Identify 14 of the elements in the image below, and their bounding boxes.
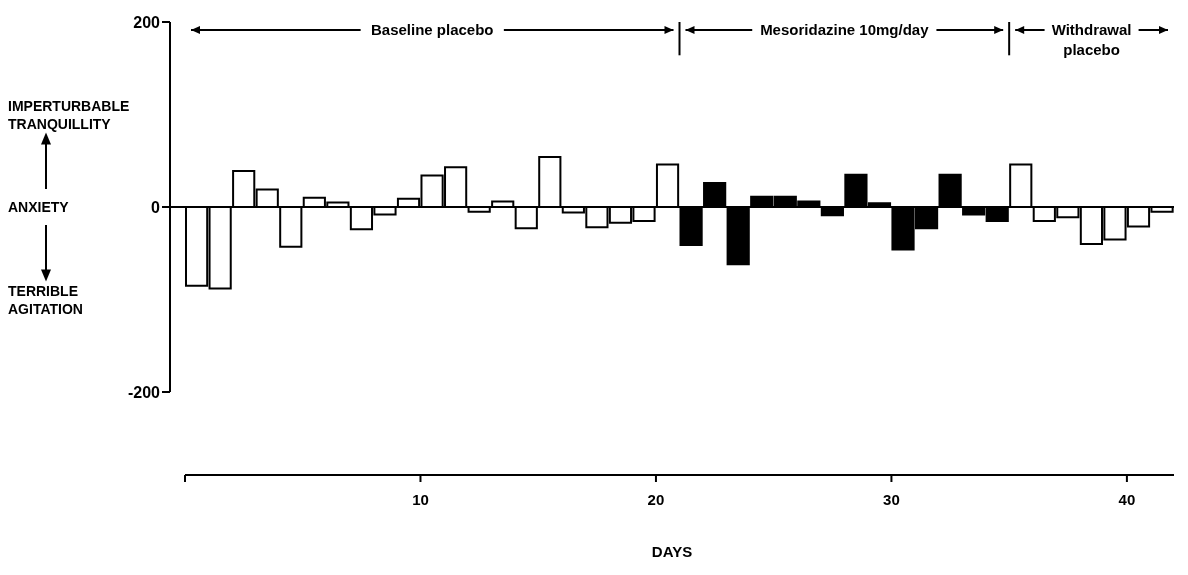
y-tick-label: 0 [151, 198, 161, 216]
x-axis-title: DAYS [651, 543, 693, 560]
text: TERRIBLE AGITATION [8, 281, 84, 318]
text: ANXIETY [8, 198, 69, 216]
annotation: Mesoridazine 10mg/day [760, 21, 930, 38]
x-tick-label: 20 [647, 491, 665, 508]
annotation: Withdrawal placebo [1051, 21, 1132, 58]
x-tick-label: 10 [412, 491, 429, 508]
x-tick-label: 30 [883, 491, 900, 508]
y-tick-label: 200 [133, 13, 161, 31]
x-tick-label: 40 [1118, 491, 1136, 508]
y-tick-label: -200 [127, 383, 161, 401]
text: IMPERTURBABLE TRANQUILLITY [8, 96, 131, 133]
annotation: Baseline placebo [370, 21, 494, 38]
